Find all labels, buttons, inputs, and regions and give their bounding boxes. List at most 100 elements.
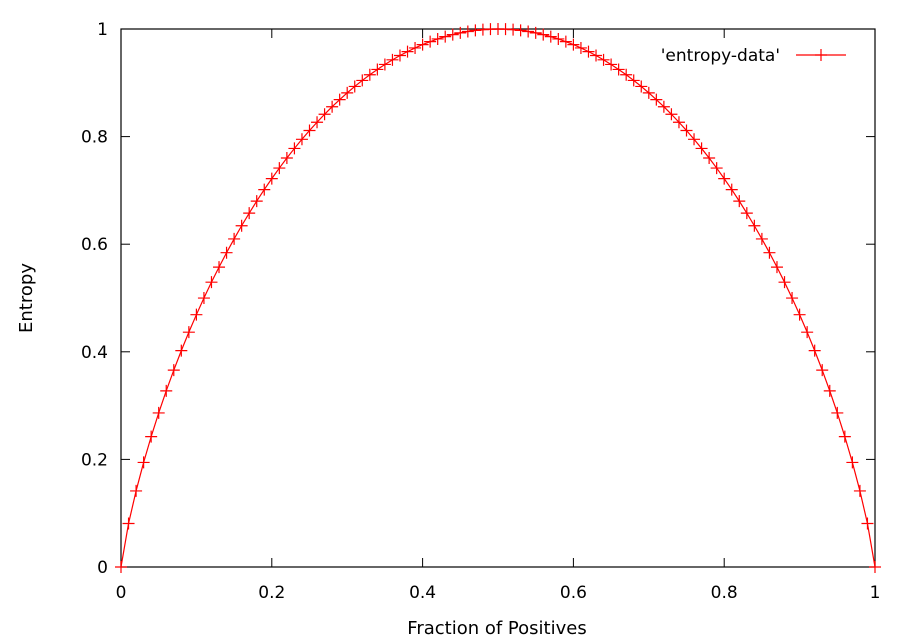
- x-axis-ticks: 0 0.2 0.4 0.6 0.8 1: [116, 29, 881, 603]
- legend: 'entropy-data': [661, 46, 846, 66]
- data-point-marker: [288, 142, 301, 155]
- data-point-marker: [190, 308, 203, 321]
- data-point-marker: [213, 261, 226, 274]
- y-axis-ticks: 0 0.2 0.4 0.6 0.8 1: [81, 20, 875, 578]
- data-point-marker: [559, 35, 572, 48]
- y-tick-label: 0: [97, 558, 108, 578]
- data-point-marker: [235, 219, 248, 232]
- data-point-marker: [333, 93, 346, 106]
- data-point-marker: [672, 116, 685, 129]
- data-point-marker: [205, 276, 218, 289]
- data-point-marker: [265, 172, 278, 185]
- data-point-marker: [461, 25, 474, 38]
- x-tick-label: 0.2: [258, 583, 285, 603]
- y-tick-label: 1: [97, 20, 108, 40]
- data-point-marker: [665, 108, 678, 121]
- data-point-marker: [680, 124, 693, 137]
- data-point-marker: [115, 561, 127, 573]
- data-point-marker: [507, 23, 520, 36]
- data-point-marker: [778, 276, 791, 289]
- legend-label: 'entropy-data': [661, 46, 780, 66]
- data-point-marker: [243, 207, 256, 220]
- data-point-marker: [522, 25, 535, 38]
- data-point-marker: [635, 80, 648, 93]
- data-point-marker: [514, 24, 527, 37]
- data-point-marker: [416, 38, 429, 51]
- y-tick-label: 0.8: [81, 128, 108, 148]
- data-point-marker: [816, 364, 829, 377]
- data-point-marker: [831, 406, 844, 419]
- x-tick-label: 1: [870, 583, 881, 603]
- data-point-marker: [378, 58, 391, 71]
- data-point-marker: [446, 28, 459, 41]
- x-tick-label: 0.6: [560, 583, 587, 603]
- data-point-marker: [801, 326, 814, 339]
- y-tick-label: 0.6: [81, 235, 108, 255]
- data-point-marker: [605, 58, 618, 71]
- data-point-marker: [454, 26, 467, 39]
- y-axis-title: Entropy: [16, 263, 37, 333]
- data-point-marker: [552, 32, 565, 45]
- data-point-marker: [823, 384, 836, 397]
- data-point-marker: [258, 183, 271, 196]
- data-point-marker: [356, 74, 369, 87]
- data-point-marker: [695, 142, 708, 155]
- data-point-marker: [627, 74, 640, 87]
- legend-marker: [815, 49, 827, 61]
- data-point-marker: [582, 45, 595, 58]
- data-point-marker: [431, 32, 444, 45]
- data-point-marker: [861, 517, 874, 530]
- data-point-marker: [770, 261, 783, 274]
- data-point-marker: [567, 38, 580, 51]
- data-point-marker: [409, 41, 422, 54]
- data-point-marker: [786, 292, 799, 305]
- data-point-marker: [424, 35, 437, 48]
- data-point-marker: [748, 219, 761, 232]
- data-point-marker: [228, 232, 241, 245]
- data-point-marker: [808, 344, 821, 357]
- x-tick-label: 0.8: [711, 583, 738, 603]
- data-point-marker: [386, 53, 399, 66]
- data-point-marker: [612, 63, 625, 76]
- data-point-marker: [642, 86, 655, 99]
- data-point-marker: [303, 124, 316, 137]
- data-point-marker: [122, 517, 135, 530]
- data-point-marker: [326, 100, 339, 113]
- data-point-marker: [393, 49, 406, 62]
- data-point-marker: [529, 26, 542, 39]
- data-point-marker: [160, 384, 173, 397]
- data-point-marker: [273, 162, 286, 175]
- data-point-marker: [574, 41, 587, 54]
- data-point-marker: [167, 364, 180, 377]
- data-point-marker: [725, 183, 738, 196]
- data-point-marker: [710, 162, 723, 175]
- data-point-marker: [657, 100, 670, 113]
- data-point-marker: [597, 53, 610, 66]
- data-point-marker: [740, 207, 753, 220]
- data-point-marker: [869, 561, 881, 573]
- data-point-marker: [175, 344, 188, 357]
- data-point-marker: [793, 308, 806, 321]
- data-point-marker: [537, 28, 550, 41]
- entropy-series-line: [120, 28, 876, 568]
- y-tick-label: 0.2: [81, 450, 108, 470]
- data-point-marker: [650, 93, 663, 106]
- x-tick-label: 0.4: [409, 583, 436, 603]
- data-point-marker: [220, 246, 233, 259]
- data-point-marker: [733, 195, 746, 208]
- data-point-marker: [250, 195, 263, 208]
- data-point-marker: [348, 80, 361, 93]
- data-point-marker: [318, 108, 331, 121]
- data-point-marker: [838, 430, 851, 443]
- data-point-marker: [363, 68, 376, 81]
- data-point-marker: [152, 406, 165, 419]
- data-point-marker: [145, 430, 158, 443]
- data-point-marker: [130, 484, 143, 497]
- data-point-marker: [182, 326, 195, 339]
- data-point-marker: [341, 86, 354, 99]
- legend-plus-marker: [815, 49, 827, 61]
- data-point-marker: [763, 246, 776, 259]
- x-axis-title: Fraction of Positives: [407, 618, 586, 639]
- data-point-marker: [846, 456, 859, 469]
